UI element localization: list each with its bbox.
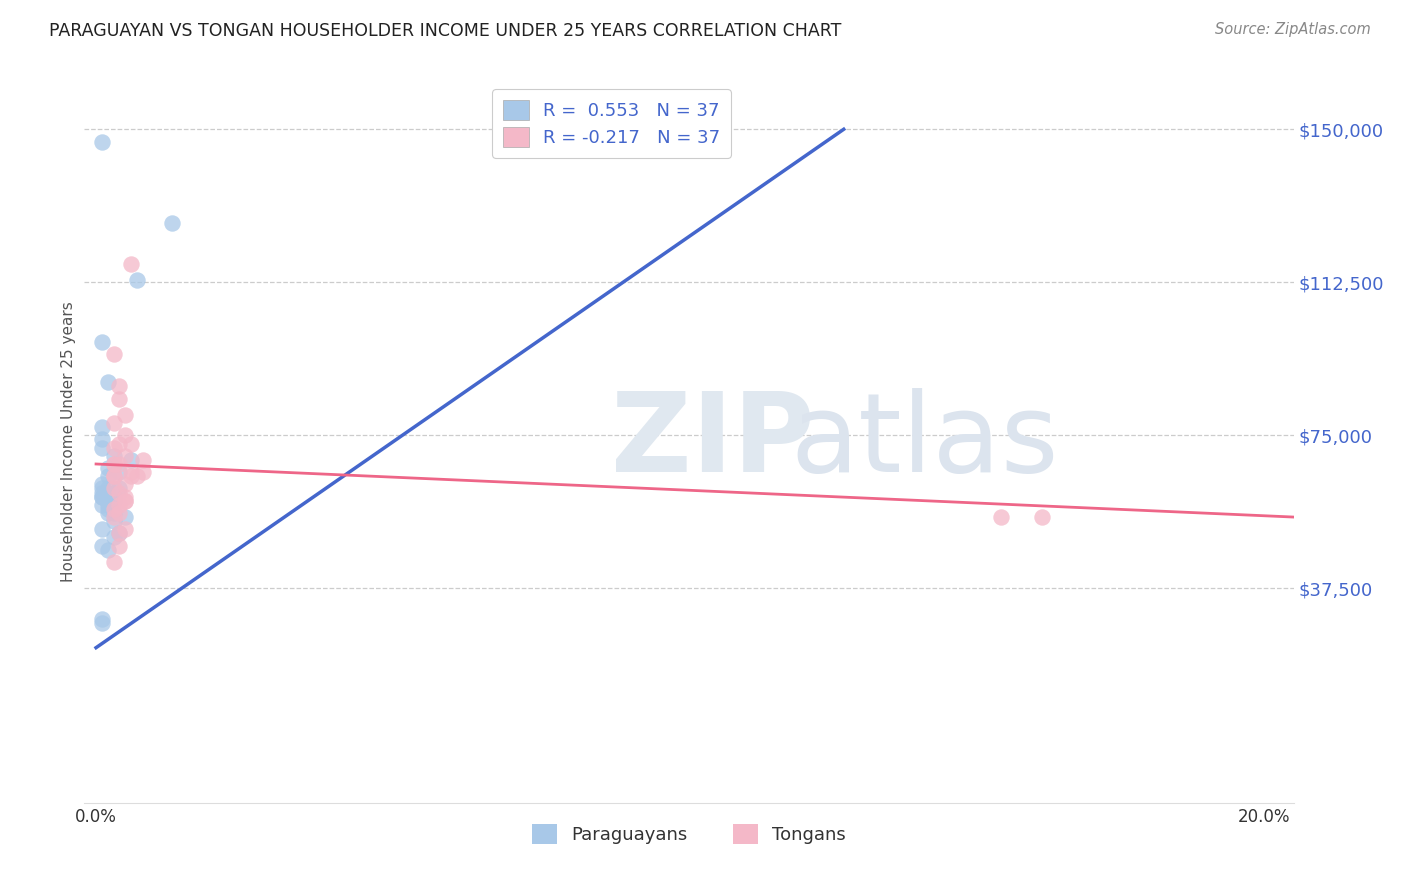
Point [97,469,120,483]
Legend: Paraguayans, Tongans: Paraguayans, Tongans [524,817,853,852]
Point [108,379,131,393]
Point [114,522,136,536]
Point [90,482,112,496]
Point [108,526,131,541]
Text: atlas: atlas [790,388,1059,495]
Point [90,498,112,512]
Point [97,498,120,512]
Point [103,555,125,569]
Point [108,485,131,500]
Point [103,347,125,361]
Point [990,510,1012,524]
Point [103,510,125,524]
Point [125,273,148,287]
Point [108,498,131,512]
Point [108,465,131,479]
Point [103,506,125,520]
Point [108,392,131,406]
Text: PARAGUAYAN VS TONGAN HOUSEHOLDER INCOME UNDER 25 YEARS CORRELATION CHART: PARAGUAYAN VS TONGAN HOUSEHOLDER INCOME … [49,22,842,40]
Point [103,416,125,430]
Point [97,485,120,500]
Point [120,257,142,271]
Point [103,482,125,496]
Point [90,616,112,631]
Point [114,449,136,463]
Point [120,436,142,450]
Point [90,490,112,504]
Point [120,465,142,479]
Y-axis label: Householder Income Under 25 years: Householder Income Under 25 years [60,301,76,582]
Point [97,506,120,520]
Point [108,482,131,496]
Point [90,522,112,536]
Point [103,502,125,516]
Point [114,477,136,491]
Point [103,441,125,455]
Point [114,490,136,504]
Point [90,485,112,500]
Point [103,457,125,471]
Point [114,408,136,422]
Point [90,477,112,491]
Point [108,526,131,541]
Point [103,469,125,483]
Point [97,482,120,496]
Point [103,490,125,504]
Point [90,441,112,455]
Point [90,539,112,553]
Point [90,135,112,149]
Point [90,334,112,349]
Point [120,469,142,483]
Point [114,510,136,524]
Point [108,539,131,553]
Point [114,428,136,442]
Text: ZIP: ZIP [612,388,815,495]
Point [132,453,155,467]
Point [97,461,120,475]
Point [103,493,125,508]
Point [125,469,148,483]
Point [103,514,125,528]
Point [108,436,131,450]
Point [90,433,112,447]
Point [103,469,125,483]
Point [90,420,112,434]
Point [103,457,125,471]
Point [160,216,183,230]
Point [97,542,120,557]
Point [120,453,142,467]
Point [108,506,131,520]
Point [108,457,131,471]
Point [90,490,112,504]
Point [1031,510,1053,524]
Point [114,493,136,508]
Point [103,449,125,463]
Point [97,376,120,390]
Point [97,502,120,516]
Text: Source: ZipAtlas.com: Source: ZipAtlas.com [1215,22,1371,37]
Point [114,493,136,508]
Point [90,612,112,626]
Point [103,531,125,545]
Point [132,465,155,479]
